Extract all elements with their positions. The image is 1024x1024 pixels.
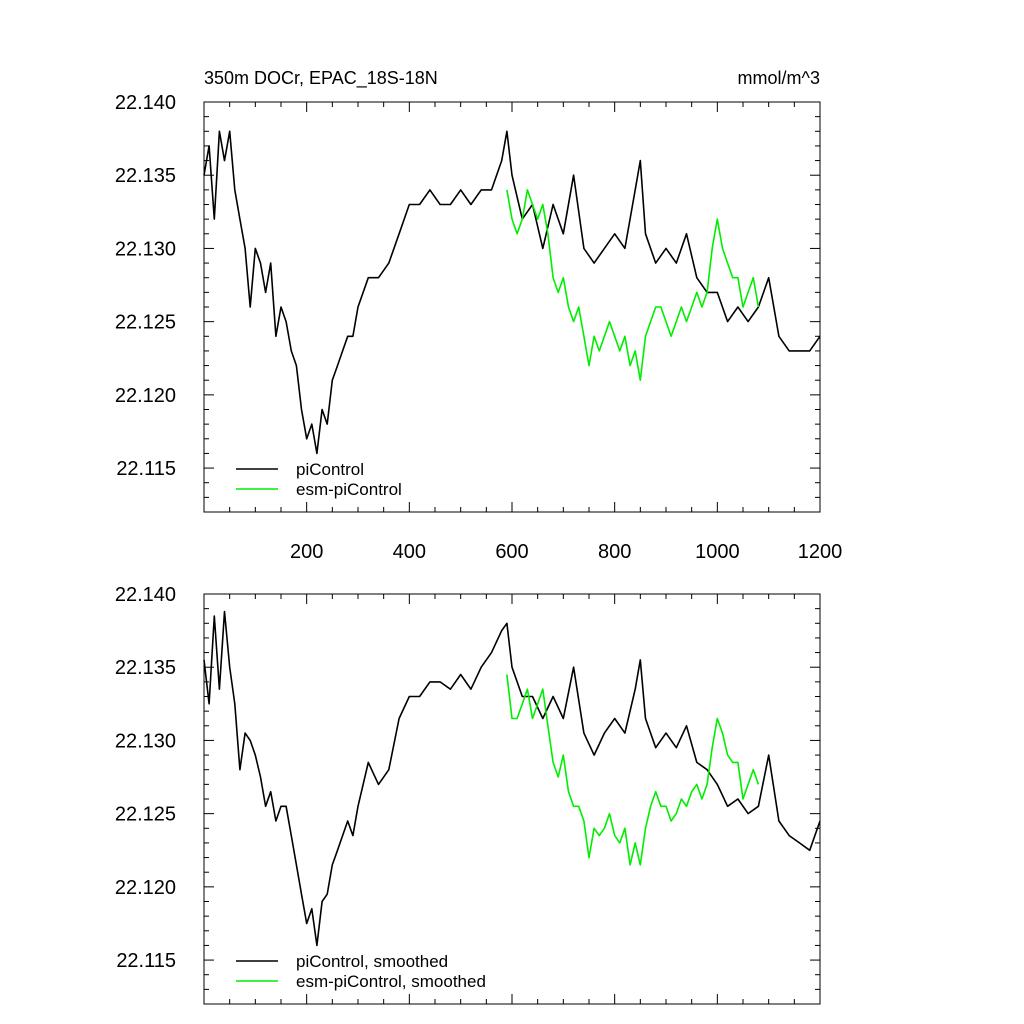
x-tick-label: 200	[290, 541, 323, 563]
y-tick-label: 22.130	[115, 238, 176, 260]
y-tick-label: 22.120	[115, 877, 176, 899]
x-tick-label: 1000	[695, 541, 740, 563]
series-line-picontrol	[203, 130, 821, 455]
legend-label: esm-piControl	[296, 480, 402, 499]
y-tick-label: 22.125	[115, 312, 176, 334]
legend-label: esm-piControl, smoothed	[296, 972, 486, 991]
x-tick-label: 400	[393, 541, 426, 563]
x-tick-label: 600	[495, 541, 528, 563]
x-tick-label: 1200	[798, 541, 843, 563]
x-tick-label: 800	[598, 541, 631, 563]
y-tick-label: 22.135	[115, 657, 176, 679]
y-tick-label: 22.125	[115, 804, 176, 826]
y-tick-label: 22.140	[115, 92, 176, 114]
y-tick-label: 22.120	[115, 385, 176, 407]
series-line-picontrol	[203, 610, 821, 947]
legend-label: piControl	[296, 460, 364, 479]
plot-frame	[203, 593, 821, 1005]
y-tick-label: 22.115	[116, 458, 176, 480]
series-line-esm-picontrol	[506, 189, 760, 382]
plot-frame	[203, 101, 821, 513]
y-tick-label: 22.135	[115, 165, 176, 187]
chart-title: 350m DOCr, EPAC_18S-18N	[204, 68, 438, 89]
y-tick-label: 22.130	[115, 730, 176, 752]
y-tick-label: 22.140	[115, 584, 176, 606]
bottom-panel: 22.115 22.120 22.125 22.130 22.135 22.140 piCo…	[115, 584, 821, 1005]
legend-label: piControl, smoothed	[296, 952, 448, 971]
y-tick-label: 22.115	[116, 950, 176, 972]
units-label: mmol/m^3	[738, 68, 820, 88]
series-line-esm-picontrol	[506, 674, 760, 866]
top-panel: 350m DOCr, EPAC_18S-18N mmol/m^3 22.115 2…	[115, 68, 842, 563]
